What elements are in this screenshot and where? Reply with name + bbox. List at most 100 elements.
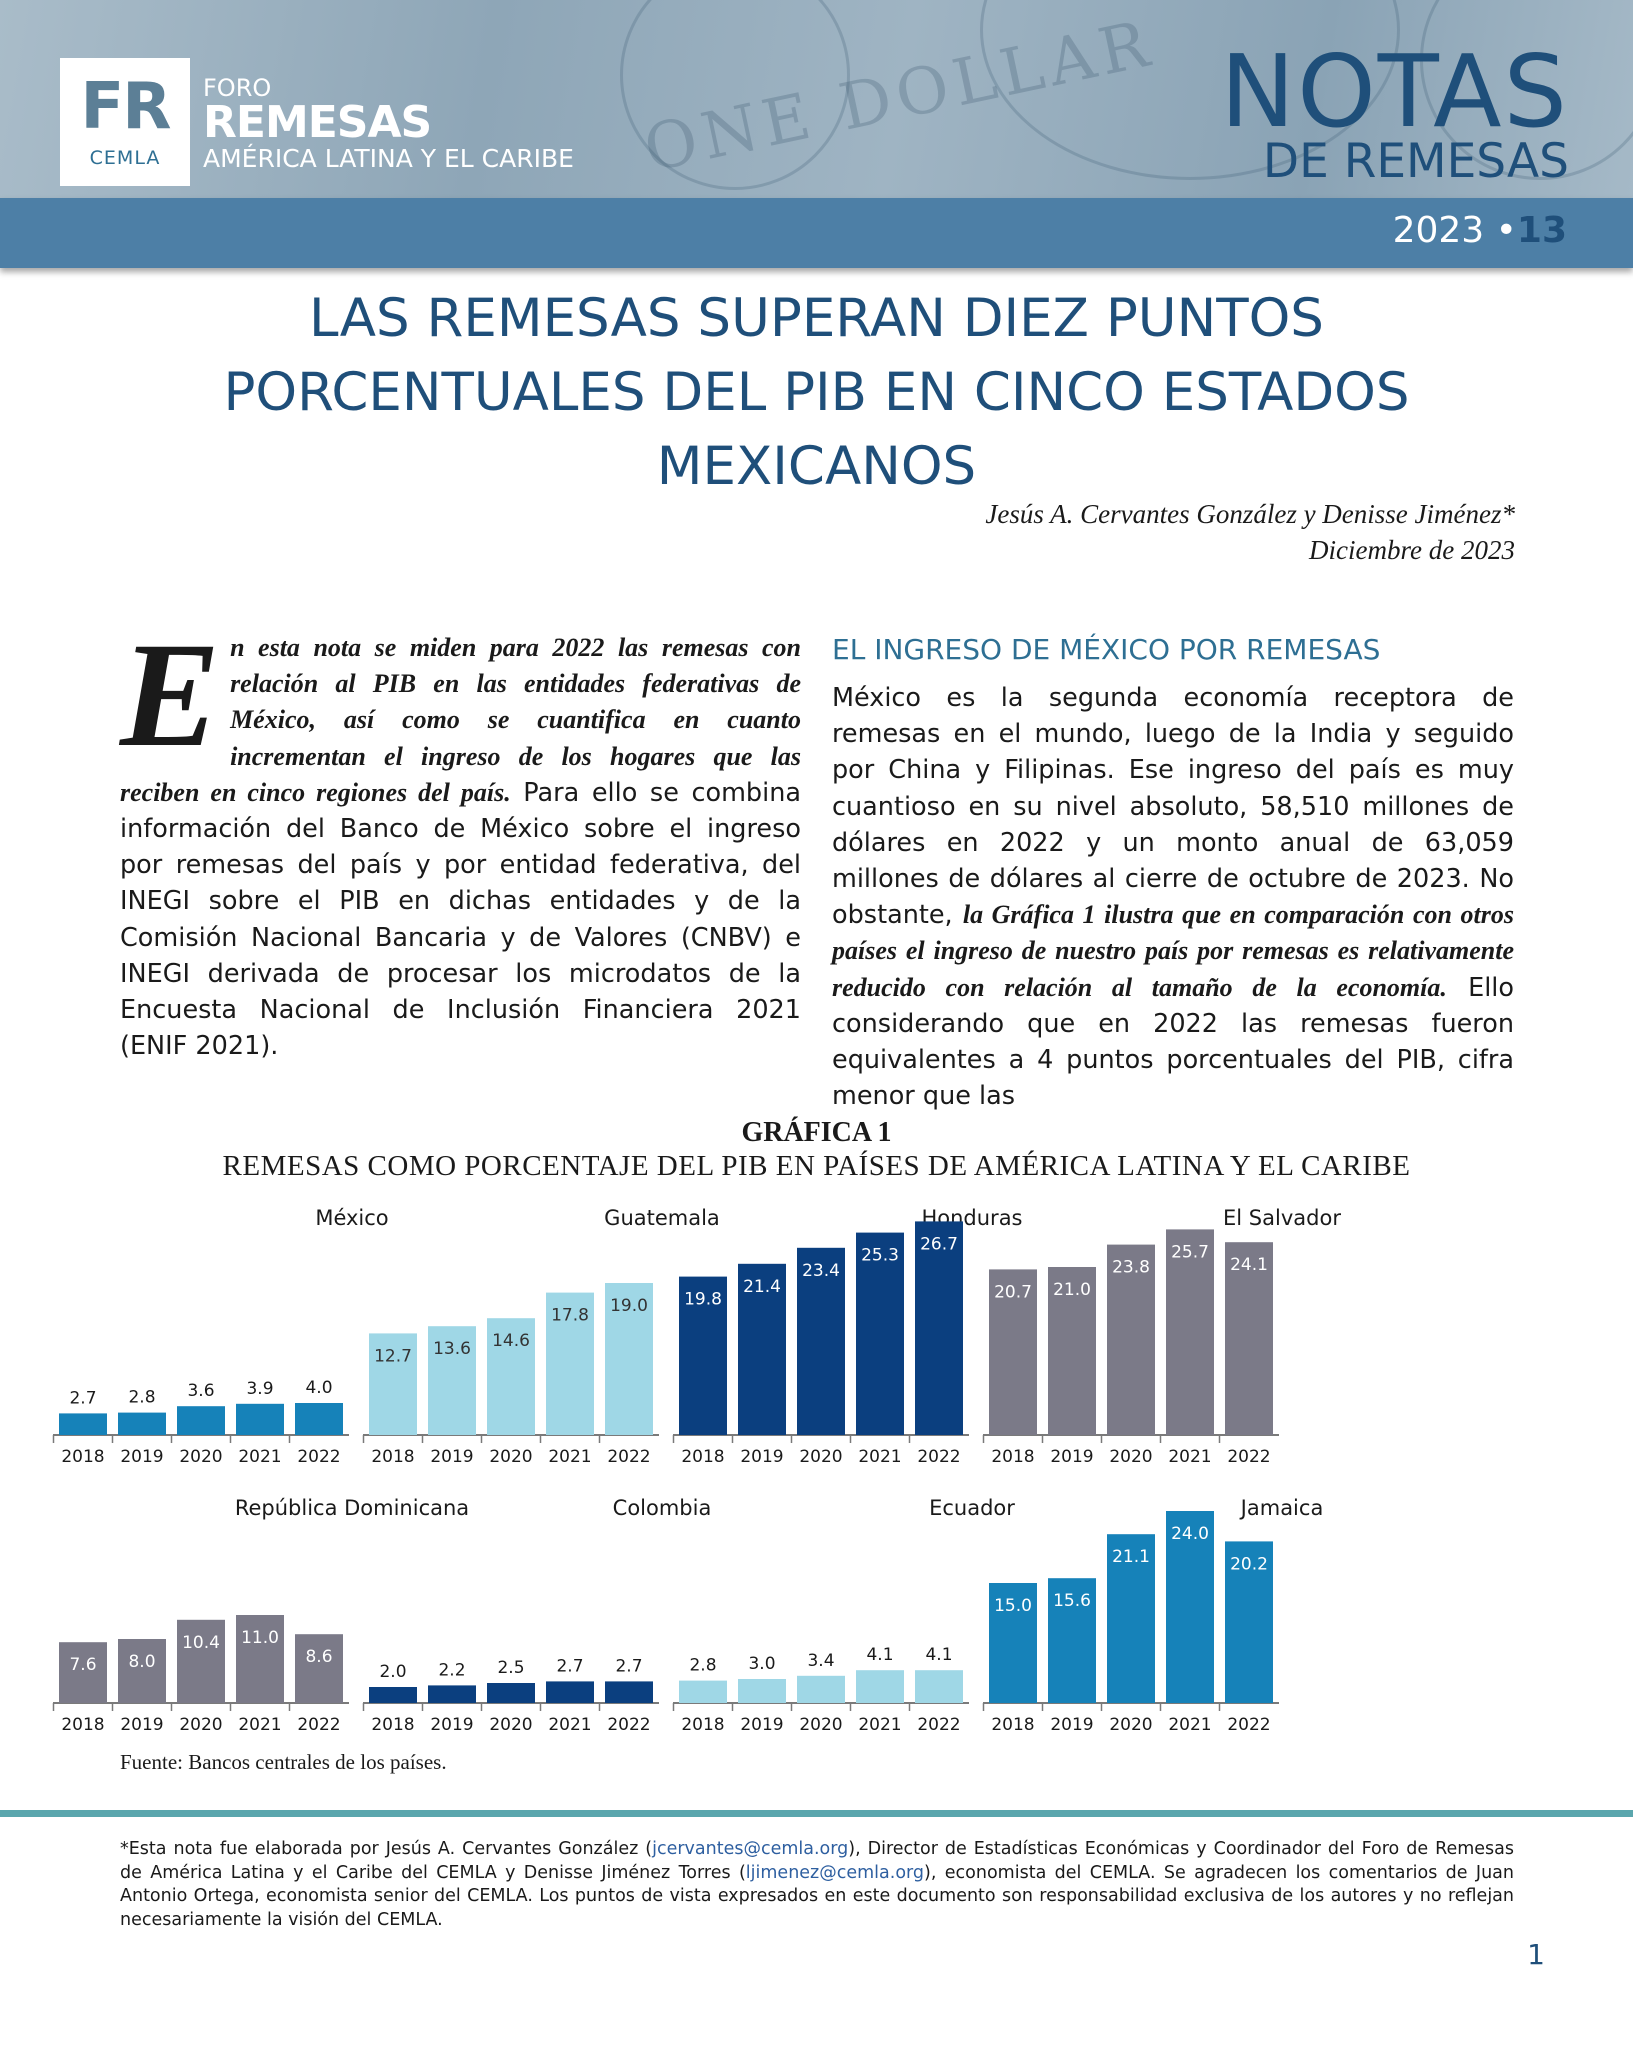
- data-label-honduras-2019: 21.4: [743, 1277, 781, 1297]
- tick-label-jamaica-2021: 2021: [1168, 1715, 1211, 1735]
- bar-jamaica-2022: [1225, 1541, 1273, 1703]
- data-label-el-salvador-2020: 23.8: [1112, 1258, 1150, 1278]
- tick-label-guatemala-2019: 2019: [430, 1447, 473, 1467]
- issue-number: 13: [1516, 210, 1567, 251]
- bar-honduras-2019: [738, 1263, 786, 1435]
- footnote-text-1: *Esta nota fue elaborada por Jesús A. Ce…: [120, 1839, 653, 1859]
- byline: Jesús A. Cervantes González y Denisse Ji…: [985, 496, 1515, 568]
- page-title-line-1: LAS REMESAS SUPERAN DIEZ PUNTOS: [309, 288, 1324, 349]
- data-label-jamaica-2020: 21.1: [1112, 1547, 1150, 1567]
- tick-label-ecuador-2019: 2019: [740, 1715, 783, 1735]
- data-label-colombia-2020: 2.5: [497, 1658, 524, 1678]
- page-title-line-3: MEXICANOS: [656, 436, 977, 497]
- email-link-jimenez[interactable]: ljimenez@cemla.org: [745, 1862, 925, 1883]
- bar-honduras-2022: [915, 1221, 963, 1435]
- bar-mexico-2019: [118, 1412, 166, 1435]
- page-number: 1: [1527, 1938, 1545, 1971]
- data-label-republica-dominicana-2020: 10.4: [182, 1633, 220, 1653]
- data-label-mexico-2021: 3.9: [246, 1379, 273, 1399]
- bar-republica-dominicana-2021: [236, 1615, 284, 1703]
- tick-label-jamaica-2022: 2022: [1227, 1715, 1270, 1735]
- section-paragraph: México es la segunda economía receptora …: [832, 680, 1514, 1114]
- bar-colombia-2020: [487, 1683, 535, 1703]
- bar-mexico-2021: [236, 1403, 284, 1435]
- tick-label-ecuador-2018: 2018: [681, 1715, 724, 1735]
- bar-el-salvador-2020: [1107, 1244, 1155, 1435]
- bar-ecuador-2021: [856, 1670, 904, 1703]
- bar-ecuador-2022: [915, 1670, 963, 1703]
- data-label-mexico-2020: 3.6: [187, 1381, 214, 1401]
- section-heading: EL INGRESO DE MÉXICO POR REMESAS: [832, 633, 1381, 666]
- footer-rule: [0, 1810, 1633, 1817]
- data-label-guatemala-2018: 12.7: [374, 1346, 412, 1366]
- tick-label-ecuador-2020: 2020: [799, 1715, 842, 1735]
- data-label-colombia-2022: 2.7: [615, 1656, 642, 1676]
- footnote-text-2: ), Director de Estadísticas Económicas y…: [120, 1839, 1514, 1883]
- bar-colombia-2018: [369, 1687, 417, 1703]
- foro-remesas-logo: FR CEMLA: [60, 58, 190, 186]
- chart-source: Fuente: Bancos centrales de los países.: [120, 1750, 447, 1774]
- data-label-colombia-2021: 2.7: [556, 1656, 583, 1676]
- data-label-el-salvador-2019: 21.0: [1053, 1280, 1091, 1300]
- series-title: NOTAS DE REMESAS: [1220, 42, 1569, 186]
- tick-label-el-salvador-2021: 2021: [1168, 1447, 1211, 1467]
- data-label-ecuador-2020: 3.4: [807, 1651, 834, 1671]
- issue-year: 2023: [1392, 210, 1485, 251]
- logo-foro: FORO: [203, 74, 272, 102]
- author-footnote: *Esta nota fue elaborada por Jesús A. Ce…: [120, 1838, 1514, 1932]
- data-label-mexico-2022: 4.0: [305, 1378, 332, 1398]
- data-label-republica-dominicana-2022: 8.6: [305, 1647, 332, 1667]
- bar-republica-dominicana-2020: [177, 1619, 225, 1703]
- data-label-guatemala-2021: 17.8: [551, 1306, 589, 1326]
- panel-title-colombia: Colombia: [613, 1496, 712, 1520]
- bar-guatemala-2019: [428, 1326, 476, 1435]
- bar-guatemala-2018: [369, 1333, 417, 1435]
- data-label-el-salvador-2022: 24.1: [1230, 1255, 1268, 1275]
- bar-colombia-2022: [605, 1681, 653, 1703]
- chart-title: GRÁFICA 1: [741, 1117, 892, 1148]
- bar-colombia-2019: [428, 1685, 476, 1703]
- tick-label-colombia-2022: 2022: [607, 1715, 650, 1735]
- tick-label-honduras-2020: 2020: [799, 1447, 842, 1467]
- bar-ecuador-2019: [738, 1679, 786, 1703]
- data-label-ecuador-2021: 4.1: [866, 1645, 893, 1665]
- tick-label-mexico-2021: 2021: [238, 1447, 281, 1467]
- tick-label-guatemala-2020: 2020: [489, 1447, 532, 1467]
- data-label-mexico-2018: 2.7: [69, 1388, 96, 1408]
- bar-ecuador-2020: [797, 1675, 845, 1703]
- footnote-text-3: ), economista del CEMLA. Se agradecen lo…: [120, 1862, 1514, 1930]
- tick-label-mexico-2020: 2020: [179, 1447, 222, 1467]
- data-label-mexico-2019: 2.8: [128, 1388, 155, 1408]
- email-link-cervantes[interactable]: jcervantes@cemla.org: [652, 1839, 849, 1859]
- bar-el-salvador-2019: [1048, 1267, 1096, 1435]
- data-label-jamaica-2022: 20.2: [1230, 1554, 1268, 1574]
- logo-fr: FR: [80, 70, 172, 144]
- tick-label-mexico-2022: 2022: [297, 1447, 340, 1467]
- tick-label-ecuador-2021: 2021: [858, 1715, 901, 1735]
- bar-mexico-2018: [59, 1413, 107, 1435]
- body-paragraph: Para ello se combina información del Ban…: [120, 777, 801, 1062]
- data-label-honduras-2021: 25.3: [861, 1246, 899, 1266]
- tick-label-colombia-2018: 2018: [371, 1715, 414, 1735]
- chart-subtitle: REMESAS COMO PORCENTAJE DEL PIB EN PAÍSE…: [222, 1150, 1411, 1182]
- section-paragraph-text-1: México es la segunda economía receptora …: [832, 683, 1514, 931]
- logo-wordmark: FORO REMESAS AMÉRICA LATINA Y EL CARIBE: [203, 76, 574, 172]
- bar-ecuador-2018: [679, 1680, 727, 1703]
- data-label-guatemala-2022: 19.0: [610, 1296, 648, 1316]
- bar-mexico-2020: [177, 1406, 225, 1435]
- bar-mexico-2022: [295, 1403, 343, 1435]
- tick-label-el-salvador-2018: 2018: [991, 1447, 1034, 1467]
- tick-label-honduras-2018: 2018: [681, 1447, 724, 1467]
- section-paragraph-emphasis: la Gráfica 1 ilustra que en comparación …: [832, 900, 1514, 1002]
- bar-honduras-2021: [856, 1232, 904, 1435]
- bar-el-salvador-2022: [1225, 1242, 1273, 1435]
- publication-date: Diciembre de 2023: [1309, 535, 1515, 565]
- data-label-honduras-2018: 19.8: [684, 1290, 722, 1310]
- issue-separator: •: [1495, 210, 1517, 251]
- tick-label-honduras-2019: 2019: [740, 1447, 783, 1467]
- tick-label-el-salvador-2020: 2020: [1109, 1447, 1152, 1467]
- panel-title-guatemala: Guatemala: [604, 1206, 720, 1230]
- data-label-jamaica-2018: 15.0: [994, 1596, 1032, 1616]
- data-label-jamaica-2019: 15.6: [1053, 1591, 1091, 1611]
- bar-republica-dominicana-2022: [295, 1634, 343, 1703]
